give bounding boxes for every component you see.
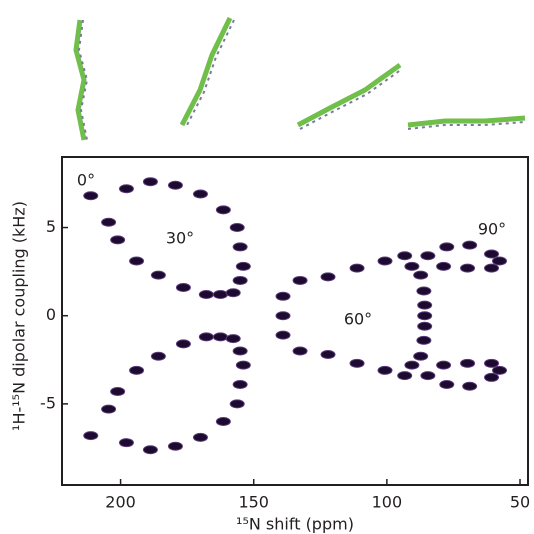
point	[232, 346, 248, 356]
y-tick-label: 5	[46, 217, 56, 236]
point	[416, 335, 432, 345]
point	[118, 438, 134, 448]
point	[83, 191, 99, 201]
point	[101, 404, 117, 414]
point	[212, 332, 228, 342]
point	[110, 235, 126, 245]
point	[397, 371, 413, 381]
point	[462, 240, 478, 250]
point	[232, 242, 248, 252]
point	[460, 263, 476, 273]
helix	[407, 115, 526, 128]
point	[292, 275, 308, 285]
point	[484, 249, 500, 259]
point	[377, 365, 393, 375]
point	[275, 291, 291, 301]
point	[484, 358, 500, 368]
point	[110, 387, 126, 397]
point	[167, 180, 183, 190]
point	[320, 272, 336, 282]
point	[101, 217, 117, 227]
point	[129, 365, 145, 375]
point	[404, 261, 420, 271]
helix	[296, 62, 402, 128]
point	[275, 311, 291, 321]
point	[492, 256, 508, 266]
point	[198, 290, 214, 300]
x-tick-label: 150	[238, 493, 269, 512]
point	[349, 263, 365, 273]
annotation: 90°	[478, 220, 506, 239]
point	[484, 263, 500, 273]
point	[439, 242, 455, 252]
point	[229, 399, 245, 409]
point	[175, 282, 191, 292]
annotation: 60°	[344, 310, 372, 329]
point	[225, 288, 241, 298]
point	[129, 256, 145, 266]
point	[83, 431, 99, 441]
helix	[179, 16, 233, 127]
point	[235, 360, 251, 370]
point	[320, 350, 336, 360]
point	[460, 358, 476, 368]
point	[229, 223, 245, 233]
point	[404, 360, 420, 370]
annotation: 30°	[166, 229, 194, 248]
point	[349, 358, 365, 368]
point	[212, 290, 228, 300]
point	[192, 189, 208, 199]
point	[175, 339, 191, 349]
helix	[185, 19, 235, 128]
point	[275, 330, 291, 340]
point	[225, 334, 241, 344]
point	[492, 365, 508, 375]
point	[436, 261, 452, 271]
annotation: 0°	[77, 171, 95, 190]
point	[416, 286, 432, 296]
x-tick-label: 50	[510, 493, 530, 512]
point	[235, 261, 251, 271]
y-tick-label: 0	[46, 305, 56, 324]
point	[198, 332, 214, 342]
x-tick-label: 200	[105, 493, 136, 512]
point	[436, 360, 452, 370]
x-axis-label: ¹⁵N shift (ppm)	[236, 515, 354, 534]
molecule-images	[73, 16, 526, 141]
point	[462, 381, 478, 391]
point	[232, 275, 248, 285]
point	[150, 270, 166, 280]
point	[439, 379, 455, 389]
helix	[73, 19, 87, 141]
x-tick-label: 100	[372, 493, 403, 512]
point	[215, 205, 231, 215]
point	[417, 321, 433, 331]
point	[167, 441, 183, 451]
point	[150, 351, 166, 361]
point	[417, 300, 433, 310]
point	[232, 379, 248, 389]
point	[142, 177, 158, 187]
point	[397, 251, 413, 261]
point	[484, 372, 500, 382]
point	[292, 346, 308, 356]
point	[413, 270, 429, 280]
plot-frame	[61, 156, 529, 486]
point	[420, 371, 436, 381]
point	[377, 256, 393, 266]
point	[413, 351, 429, 361]
y-tick-label: -5	[40, 393, 56, 412]
point	[215, 417, 231, 427]
point	[192, 432, 208, 442]
point	[417, 311, 433, 321]
point	[118, 184, 134, 194]
y-axis-label: ¹H-¹⁵N dipolar coupling (kHz)	[10, 201, 29, 431]
point	[142, 445, 158, 455]
point	[420, 251, 436, 261]
helix	[407, 121, 526, 130]
